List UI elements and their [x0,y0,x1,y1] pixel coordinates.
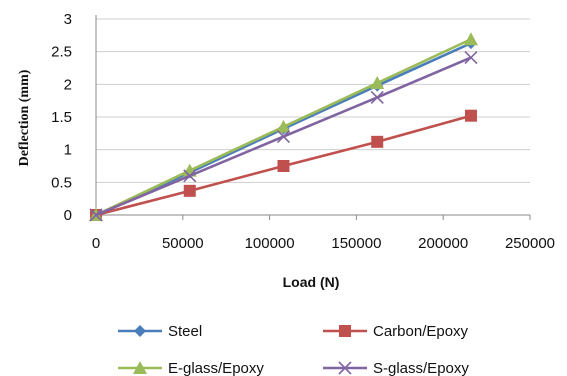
gridlines [96,18,530,183]
x-tick-label: 0 [92,235,100,252]
series [89,32,478,222]
x-tick-label: 100000 [245,235,295,252]
x-tick-label: 200000 [418,235,468,252]
series-s-glass-epoxy [89,50,478,222]
x-axis-label: Load (N) [283,274,340,290]
y-tick-label: 2 [64,76,72,93]
y-tick-label: 0.5 [51,174,72,191]
legend-label: E-glass/Epoxy [168,360,264,376]
y-tick-label: 0 [64,207,72,224]
legend-label: Carbon/Epoxy [373,323,469,340]
legend-marker [133,361,147,374]
tick-labels: 0 0.5 1 1.5 2 2.5 3 0 50000 100000 150000 200000 250… [51,11,555,252]
y-tick-label: 2.5 [51,44,72,61]
legend-item: Carbon/Epoxy [323,323,469,340]
legend-marker [338,361,352,375]
data-point [276,130,291,144]
y-tick-label: 1 [64,142,72,159]
axes [95,15,531,220]
data-point [370,76,385,90]
data-point [183,184,196,197]
data-point [464,50,478,65]
data-point [183,169,197,183]
legend-marker [134,325,146,337]
y-tick-label: 3 [64,11,72,28]
y-axis-label: Deflection (mm) [17,69,32,166]
series-e-glass-epoxy [89,32,478,221]
data-point [89,208,103,222]
legend-marker [339,325,351,337]
legend-item: E-glass/Epoxy [118,360,264,376]
data-point [463,32,478,46]
x-tick-label: 150000 [331,235,381,252]
data-point [370,90,384,104]
data-point [464,109,477,122]
data-point [371,135,384,148]
y-tick-label: 1.5 [51,109,72,126]
legend: Steel Carbon/Epoxy E-glass/Epoxy S-glass/Ep… [118,323,469,376]
legend-item: Steel [118,323,202,340]
legend-label: Steel [168,323,202,340]
x-tick-label: 50000 [162,235,204,252]
data-point [277,160,290,172]
legend-label: S-glass/Epoxy [373,360,469,376]
data-point [276,119,291,133]
x-tick-label: 250000 [505,235,555,252]
legend-item: S-glass/Epoxy [323,360,469,376]
